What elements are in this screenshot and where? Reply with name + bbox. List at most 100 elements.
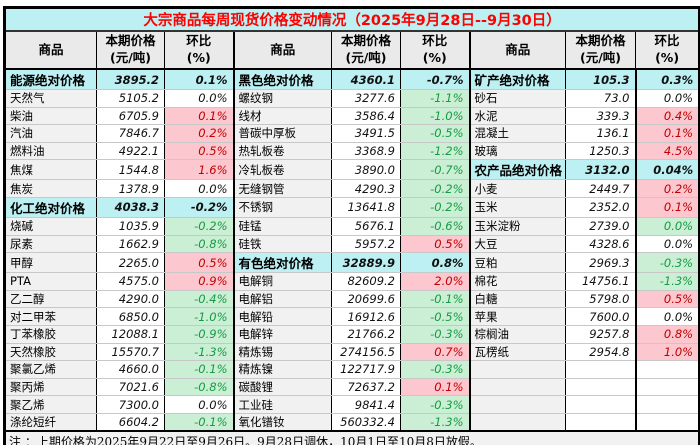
- commodity-cell[interactable]: 电解锌: [232, 324, 332, 344]
- commodity-cell[interactable]: 天然橡胶: [4, 342, 97, 362]
- price-cell[interactable]: 339.3: [565, 106, 636, 126]
- change-cell[interactable]: 0.5%: [164, 141, 234, 161]
- price-cell[interactable]: 12088.1: [96, 324, 165, 344]
- price-cell[interactable]: 3132.0: [565, 159, 636, 181]
- commodity-cell[interactable]: 能源绝对价格: [4, 68, 97, 90]
- commodity-cell[interactable]: 电解铝: [232, 289, 332, 309]
- price-cell[interactable]: 2265.0: [96, 252, 165, 274]
- commodity-cell[interactable]: 天然气: [4, 89, 97, 108]
- commodity-cell[interactable]: 精炼锡: [232, 342, 332, 362]
- change-cell[interactable]: 0.1%: [634, 196, 700, 218]
- change-cell[interactable]: 0.0%: [634, 89, 700, 108]
- commodity-cell[interactable]: [468, 395, 566, 414]
- commodity-cell[interactable]: 混凝土: [468, 124, 566, 143]
- header-commodity[interactable]: 商品: [4, 31, 97, 70]
- price-cell[interactable]: 9841.4: [331, 395, 401, 414]
- change-cell[interactable]: -0.3%: [400, 360, 470, 379]
- commodity-cell[interactable]: 化工绝对价格: [4, 196, 97, 218]
- commodity-cell[interactable]: 苹果: [468, 307, 566, 326]
- price-cell[interactable]: 7846.7: [96, 124, 165, 143]
- change-cell[interactable]: -1.0%: [400, 106, 470, 126]
- change-cell[interactable]: 1.6%: [164, 159, 234, 181]
- change-cell[interactable]: -0.8%: [164, 234, 234, 254]
- change-cell[interactable]: 0.1%: [164, 68, 234, 90]
- price-cell[interactable]: 7300.0: [96, 395, 165, 414]
- price-cell[interactable]: 2449.7: [565, 179, 636, 198]
- price-cell[interactable]: 3277.6: [331, 89, 401, 108]
- commodity-cell[interactable]: 线材: [232, 106, 332, 126]
- change-cell[interactable]: 0.0%: [634, 307, 700, 326]
- price-cell[interactable]: 5798.0: [565, 289, 636, 309]
- change-cell[interactable]: 0.3%: [634, 68, 700, 90]
- change-cell[interactable]: -0.7%: [400, 159, 470, 181]
- commodity-cell[interactable]: 聚氯乙烯: [4, 360, 97, 379]
- change-cell[interactable]: 0.1%: [164, 106, 234, 126]
- header-commodity[interactable]: 商品: [232, 31, 332, 70]
- change-cell[interactable]: -0.3%: [400, 324, 470, 344]
- commodity-cell[interactable]: 柴油: [4, 106, 97, 126]
- price-cell[interactable]: 2969.3: [565, 252, 636, 274]
- commodity-cell[interactable]: 冷轧板卷: [232, 159, 332, 181]
- commodity-cell[interactable]: 瓦楞纸: [468, 342, 566, 362]
- commodity-cell[interactable]: 汽油: [4, 124, 97, 143]
- change-cell[interactable]: -0.1%: [164, 360, 234, 379]
- change-cell[interactable]: 0.1%: [400, 377, 470, 397]
- price-cell[interactable]: 3895.2: [96, 68, 165, 90]
- commodity-cell[interactable]: 玻璃: [468, 141, 566, 161]
- price-cell[interactable]: 136.1: [565, 124, 636, 143]
- change-cell[interactable]: -0.3%: [634, 252, 700, 274]
- price-cell[interactable]: 4575.0: [96, 272, 165, 291]
- price-cell[interactable]: 3368.9: [331, 141, 401, 161]
- price-cell[interactable]: 560332.4: [331, 412, 401, 432]
- price-cell[interactable]: 3890.0: [331, 159, 401, 181]
- commodity-cell[interactable]: [468, 360, 566, 379]
- price-cell[interactable]: 72637.2: [331, 377, 401, 397]
- header-change[interactable]: 环比 (%): [400, 31, 470, 70]
- header-change[interactable]: 环比 (%): [634, 31, 700, 70]
- commodity-cell[interactable]: 对二甲苯: [4, 307, 97, 326]
- commodity-cell[interactable]: 矿产绝对价格: [468, 68, 566, 90]
- change-cell[interactable]: 0.2%: [164, 124, 234, 143]
- commodity-cell[interactable]: 涤纶短纤: [4, 412, 97, 432]
- price-cell[interactable]: 1250.3: [565, 141, 636, 161]
- change-cell[interactable]: -0.4%: [164, 289, 234, 309]
- header-change[interactable]: 环比 (%): [164, 31, 234, 70]
- price-cell[interactable]: [565, 377, 636, 397]
- change-cell[interactable]: -0.5%: [400, 307, 470, 326]
- commodity-cell[interactable]: 棕榈油: [468, 324, 566, 344]
- change-cell[interactable]: -1.3%: [400, 412, 470, 432]
- price-cell[interactable]: 16912.6: [331, 307, 401, 326]
- change-cell[interactable]: 0.9%: [164, 272, 234, 291]
- commodity-cell[interactable]: 小麦: [468, 179, 566, 198]
- price-cell[interactable]: 3586.4: [331, 106, 401, 126]
- price-cell[interactable]: 1544.8: [96, 159, 165, 181]
- commodity-cell[interactable]: 尿素: [4, 234, 97, 254]
- commodity-cell[interactable]: [468, 377, 566, 397]
- price-cell[interactable]: 7021.6: [96, 377, 165, 397]
- change-cell[interactable]: 0.5%: [164, 252, 234, 274]
- change-cell[interactable]: -0.3%: [400, 395, 470, 414]
- commodity-cell[interactable]: 有色绝对价格: [232, 252, 332, 274]
- header-price[interactable]: 本期价格 (元/吨): [565, 31, 636, 70]
- commodity-cell[interactable]: 玉米: [468, 196, 566, 218]
- header-commodity[interactable]: 商品: [468, 31, 566, 70]
- commodity-cell[interactable]: 砂石: [468, 89, 566, 108]
- price-cell[interactable]: 2954.8: [565, 342, 636, 362]
- commodity-cell[interactable]: 玉米淀粉: [468, 216, 566, 236]
- change-cell[interactable]: -0.1%: [164, 412, 234, 432]
- price-cell[interactable]: 73.0: [565, 89, 636, 108]
- change-cell[interactable]: 0.0%: [634, 234, 700, 254]
- commodity-cell[interactable]: 棉花: [468, 272, 566, 291]
- commodity-cell[interactable]: 丁苯橡胶: [4, 324, 97, 344]
- change-cell[interactable]: -0.9%: [164, 324, 234, 344]
- change-cell[interactable]: -0.2%: [400, 196, 470, 218]
- price-cell[interactable]: 4922.1: [96, 141, 165, 161]
- change-cell[interactable]: 0.0%: [634, 216, 700, 236]
- commodity-cell[interactable]: 普碳中厚板: [232, 124, 332, 143]
- commodity-cell[interactable]: 硅铁: [232, 234, 332, 254]
- change-cell[interactable]: -0.8%: [164, 377, 234, 397]
- commodity-cell[interactable]: 电解铅: [232, 307, 332, 326]
- header-price[interactable]: 本期价格 (元/吨): [331, 31, 401, 70]
- change-cell[interactable]: -0.1%: [400, 289, 470, 309]
- price-cell[interactable]: 13641.8: [331, 196, 401, 218]
